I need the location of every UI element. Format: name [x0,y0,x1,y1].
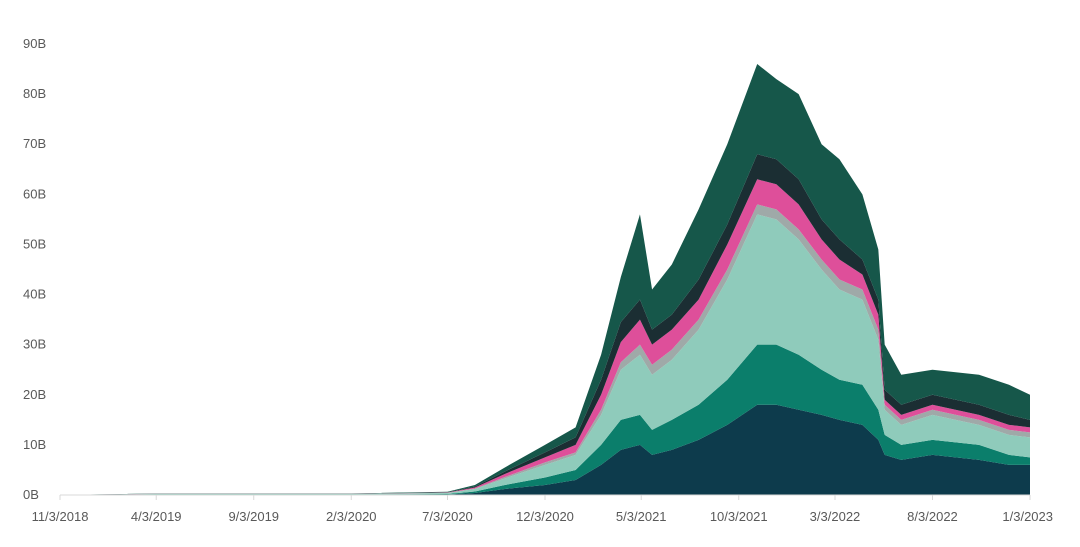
y-tick-label: 10B [23,437,46,452]
series-area-1 [60,344,1030,495]
y-tick-label: 30B [23,337,46,352]
x-axis: 11/3/2018 4/3/2019 9/3/2019 2/3/2020 7/3/202… [32,495,1053,524]
x-tick-label: 8/3/2022 [907,509,958,524]
x-tick-label: 7/3/2020 [422,509,473,524]
y-tick-label: 50B [23,236,46,251]
y-axis: 0B 10B 20B 30B 40B 50B 60B 70B 80B 90B [23,36,46,502]
y-tick-label: 90B [23,36,46,51]
y-tick-label: 70B [23,136,46,151]
stacked-areas [60,64,1030,496]
x-tick-label: 12/3/2020 [516,509,574,524]
x-tick-label: 11/3/2018 [32,509,89,524]
series-area-2 [60,214,1030,495]
x-tick-label: 2/3/2020 [326,509,377,524]
x-tick-label: 5/3/2021 [616,509,667,524]
x-tick-label: 4/3/2019 [131,509,182,524]
x-tick-label: 10/3/2021 [710,509,768,524]
series-area-0 [60,404,1030,495]
y-tick-label: 80B [23,86,46,101]
y-tick-label: 20B [23,387,46,402]
y-tick-label: 60B [23,186,46,201]
x-tick-label: 9/3/2019 [228,509,279,524]
y-tick-label: 0B [23,487,39,502]
x-tick-label: 1/3/2023 [1002,509,1053,524]
y-tick-label: 40B [23,287,46,302]
x-tick-label: 3/3/2022 [810,509,861,524]
